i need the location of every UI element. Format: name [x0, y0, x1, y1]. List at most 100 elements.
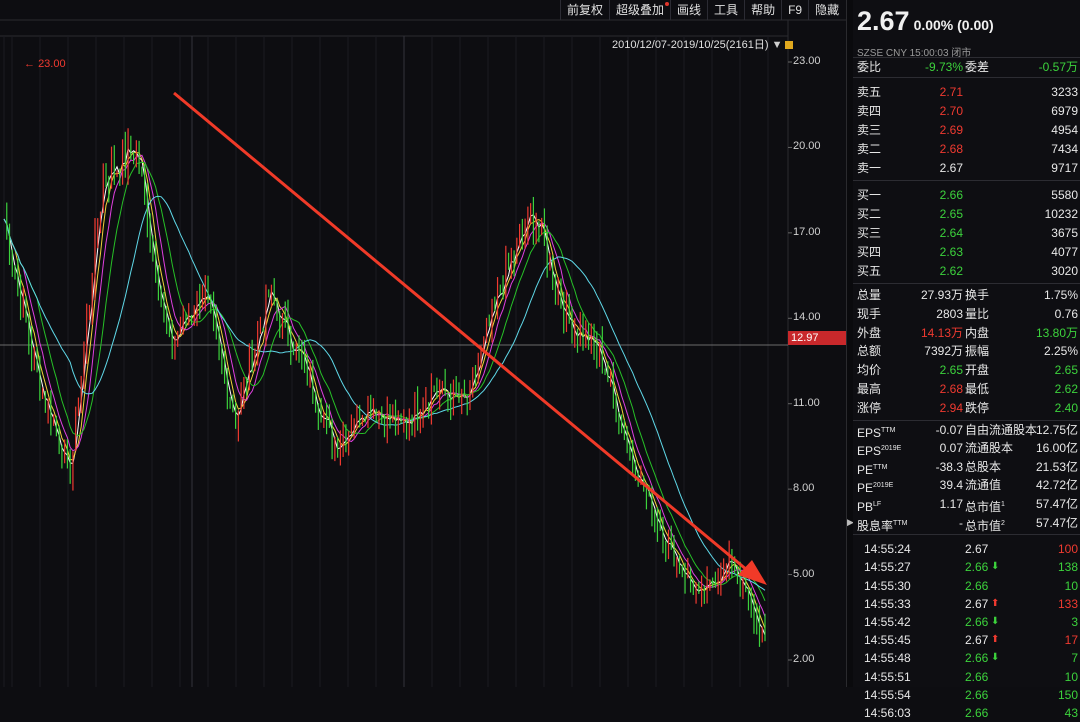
- fundamental-row[interactable]: EPSTTM -0.07 自由流通股本 12.75亿: [853, 421, 1080, 440]
- fundamental-row[interactable]: 股息率TTM - 总市值2 57.47亿: [853, 514, 1080, 533]
- tick-row[interactable]: 14:55:30 2.66 10: [853, 577, 1080, 595]
- fund-label: PBLF: [857, 495, 881, 517]
- kline-chart-canvas[interactable]: [0, 0, 848, 687]
- bid-row[interactable]: 买四 2.63 4077: [853, 243, 1080, 262]
- tick-row[interactable]: 14:56:03 2.66 43: [853, 704, 1080, 722]
- arrow-down-icon: ⬇: [991, 561, 1000, 573]
- tick-row[interactable]: 14:55:48 2.66 ⬇ 7: [853, 649, 1080, 667]
- toolbar-button-6[interactable]: 隐藏: [808, 0, 845, 20]
- tick-row[interactable]: 14:55:24 2.67 100: [853, 540, 1080, 558]
- tick-price: 2.66: [965, 669, 989, 684]
- fund-label-text: 总市值: [965, 518, 1002, 533]
- stat-value: 14.13万: [920, 325, 963, 340]
- toolbar-button-2[interactable]: 画线: [670, 0, 707, 20]
- tick-row[interactable]: 14:55:42 2.66 ⬇ 3: [853, 613, 1080, 631]
- stat-label: 振幅: [965, 344, 990, 359]
- bid-level-label: 买四: [857, 245, 882, 259]
- tick-row[interactable]: 14:55:51 2.66 10: [853, 668, 1080, 686]
- toolbar-button-3[interactable]: 工具: [707, 0, 744, 20]
- kline-chart[interactable]: 2010/12/07-2019/10/25(2161日) ▼ ← 23.00 23…: [0, 0, 848, 687]
- weicha-value: -0.57万: [1038, 60, 1078, 74]
- tick-volume: 43: [1064, 706, 1078, 720]
- tick-price: 2.66: [965, 560, 989, 575]
- fund-label-text: 股息率: [857, 518, 894, 533]
- tick-row[interactable]: 14:55:33 2.67 ⬆ 133: [853, 595, 1080, 613]
- ask-row[interactable]: 卖一 2.67 9717: [853, 159, 1080, 178]
- ask-row[interactable]: 卖五 2.71 3233: [853, 83, 1080, 102]
- panel-collapse-handle[interactable]: ▶: [846, 0, 854, 687]
- bid-level-label: 买三: [857, 226, 882, 240]
- fund-value: 16.00亿: [1035, 441, 1078, 456]
- stat-label: 外盘: [857, 325, 882, 340]
- fund-label-sup: 1: [1001, 501, 1005, 508]
- fund-label: 总股本: [965, 458, 1001, 477]
- fund-label: 总市值2: [965, 514, 1005, 536]
- weibi-row[interactable]: 委比 -9.73% 委差 -0.57万: [853, 58, 1080, 77]
- date-range-selector[interactable]: 2010/12/07-2019/10/25(2161日) ▼: [612, 36, 794, 52]
- stat-row[interactable]: 外盘 14.13万 内盘 13.80万: [853, 324, 1080, 343]
- tick-time: 14:55:54: [864, 687, 911, 702]
- fundamental-row[interactable]: PE2019E 39.4 流通值 42.72亿: [853, 476, 1080, 495]
- tick-row[interactable]: 14:55:45 2.67 ⬆ 17: [853, 631, 1080, 649]
- toolbar-button-1[interactable]: 超级叠加: [609, 0, 670, 20]
- divider: [853, 57, 1080, 58]
- stat-value: 2.65: [939, 363, 963, 378]
- divider: [853, 419, 1080, 421]
- stat-label: 量比: [965, 306, 990, 321]
- fund-value: 42.72亿: [1035, 478, 1078, 493]
- bid-level-label: 买二: [857, 207, 882, 221]
- stat-value: 2.65: [1054, 363, 1078, 378]
- tick-row[interactable]: 14:55:54 2.66 150: [853, 686, 1080, 704]
- chevron-right-icon[interactable]: ▶: [847, 517, 854, 527]
- bid-volume: 3675: [1051, 226, 1078, 240]
- stat-row[interactable]: 均价 2.65 开盘 2.65: [853, 361, 1080, 380]
- ask-row[interactable]: 卖四 2.70 6979: [853, 102, 1080, 121]
- bid-row[interactable]: 买一 2.66 5580: [853, 186, 1080, 205]
- toolbar-button-4[interactable]: 帮助: [744, 0, 781, 20]
- arrow-up-icon: ⬆: [991, 597, 1000, 609]
- divider: [853, 283, 1080, 284]
- dropdown-triangle-icon[interactable]: ▼: [771, 39, 783, 51]
- bid-row[interactable]: 买二 2.65 10232: [853, 205, 1080, 224]
- top-toolbar: 前复权 超级叠加 画线 工具 帮助 F9 隐藏: [560, 0, 846, 20]
- ask-row[interactable]: 卖三 2.69 4954: [853, 121, 1080, 140]
- y-tick-label: 2.00: [793, 653, 815, 665]
- fund-label-text: 自由流通股本: [965, 422, 1038, 437]
- tick-time: 14:55:27: [864, 560, 911, 575]
- current-price-tag: 12.97: [788, 331, 848, 345]
- fund-label: 总市值1: [965, 495, 1005, 517]
- fund-label: 自由流通股本: [965, 421, 1037, 440]
- toolbar-button-0[interactable]: 前复权: [560, 0, 609, 20]
- stat-label: 总额: [857, 344, 882, 359]
- fundamental-row[interactable]: EPS2019E 0.07 流通股本 16.00亿: [853, 439, 1080, 458]
- stat-label: 开盘: [965, 363, 990, 378]
- stat-label: 最高: [857, 382, 882, 396]
- fund-label-sup: 2: [1001, 519, 1005, 527]
- ask-level-label: 卖五: [857, 85, 882, 99]
- fund-label-sup: TTM: [893, 519, 908, 527]
- y-tick-label: 17.00: [793, 225, 821, 238]
- tick-time: 14:55:42: [864, 615, 911, 629]
- fundamental-row[interactable]: PETTM -38.3 总股本 21.53亿: [853, 458, 1080, 477]
- bid-row[interactable]: 买五 2.62 3020: [853, 262, 1080, 281]
- tick-volume: 10: [1064, 578, 1078, 593]
- stat-value: 2.68: [939, 382, 963, 396]
- stat-row[interactable]: 涨停 2.94 跌停 2.40: [853, 399, 1080, 418]
- ask-row[interactable]: 卖二 2.68 7434: [853, 140, 1080, 159]
- stat-row[interactable]: 总额 7392万 振幅 2.25%: [853, 342, 1080, 361]
- stat-row[interactable]: 现手 2803 量比 0.76: [853, 305, 1080, 324]
- tick-price: 2.67: [965, 633, 989, 648]
- stat-label: 涨停: [857, 400, 882, 415]
- fund-label-text: PE: [857, 462, 874, 477]
- stat-row[interactable]: 最高 2.68 最低 2.62: [853, 380, 1080, 399]
- toolbar-button-5[interactable]: F9: [781, 0, 808, 20]
- tick-time: 14:55:33: [864, 596, 911, 611]
- tick-row[interactable]: 14:55:27 2.66 ⬇ 138: [853, 558, 1080, 576]
- bid-row[interactable]: 买三 2.64 3675: [853, 224, 1080, 243]
- tick-price: 2.66: [965, 615, 989, 629]
- weibi-label: 委比: [857, 60, 882, 74]
- lock-icon[interactable]: [785, 41, 794, 49]
- stat-row[interactable]: 总量 27.93万 换手 1.75%: [853, 286, 1080, 305]
- tick-price: 2.66: [965, 578, 989, 593]
- fundamental-row[interactable]: PBLF 1.17 总市值1 57.47亿: [853, 495, 1080, 514]
